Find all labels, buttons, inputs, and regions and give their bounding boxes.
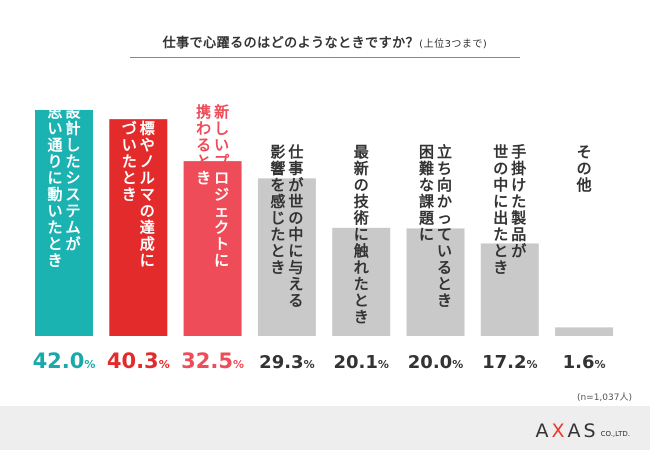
- category-label-1-line-1: 設計したシステムが: [65, 103, 81, 253]
- value-label-2: 40.3%: [107, 349, 170, 373]
- category-label-2-line-2: 近づいたとき: [122, 103, 137, 204]
- bar-2: [109, 119, 168, 337]
- value-label-5: 20.1%: [333, 352, 388, 373]
- bar-7: [480, 243, 539, 336]
- category-label-4-line-1: 仕事が世の中に与える: [287, 143, 304, 310]
- chart-title: 仕事で心躍るのはどのようなときですか？(上位3つまで): [162, 36, 488, 51]
- bar-1: [35, 110, 93, 336]
- value-label-3: 32.5%: [181, 349, 244, 373]
- bar-group-8: その他 1.6%: [555, 143, 614, 373]
- value-label-8: 1.6%: [563, 352, 606, 373]
- bar-5: [332, 227, 391, 336]
- category-label-2-line-1: 目標やノルマの達成に: [140, 103, 155, 270]
- category-label-5-line-1: 最新の技術に触れたとき: [353, 143, 370, 326]
- value-label-6: 20.0%: [408, 352, 463, 373]
- category-label-8-line-1: その他: [576, 143, 592, 194]
- bar-group-5: 最新の技術に触れたとき 20.1%: [332, 143, 391, 373]
- bar-4: [257, 178, 316, 336]
- category-label-4-line-2: 影響を感じたとき: [270, 143, 285, 277]
- category-label-6-line-1: 立ち向かっているとき: [437, 143, 452, 310]
- category-label-1-line-2: 思い通りに動いたとき: [47, 103, 62, 270]
- category-label-7-line-2: 世の中に出たとき: [493, 143, 508, 277]
- category-label-6-line-2: 困難な課題に: [419, 143, 435, 244]
- chart-title-note: (上位3つまで): [419, 39, 488, 50]
- value-label-4: 29.3%: [259, 352, 314, 373]
- footer-bar: [0, 406, 650, 450]
- bar-6: [406, 228, 465, 336]
- category-label-3-line-2: 携わるとき: [196, 103, 211, 187]
- category-label-7-line-1: 手掛けた製品が: [510, 143, 527, 260]
- bar-3: [183, 161, 242, 336]
- value-label-1: 42.0%: [33, 349, 96, 373]
- sample-size-note: (n=1,037人): [576, 393, 632, 403]
- company-logo: AXAS CO.,LTD.: [535, 420, 631, 442]
- bar-8: [555, 327, 614, 336]
- value-label-7: 17.2%: [482, 352, 537, 373]
- title-underline: [130, 57, 520, 58]
- category-label-3-line-1: 新しいプロジェクトに: [214, 103, 230, 270]
